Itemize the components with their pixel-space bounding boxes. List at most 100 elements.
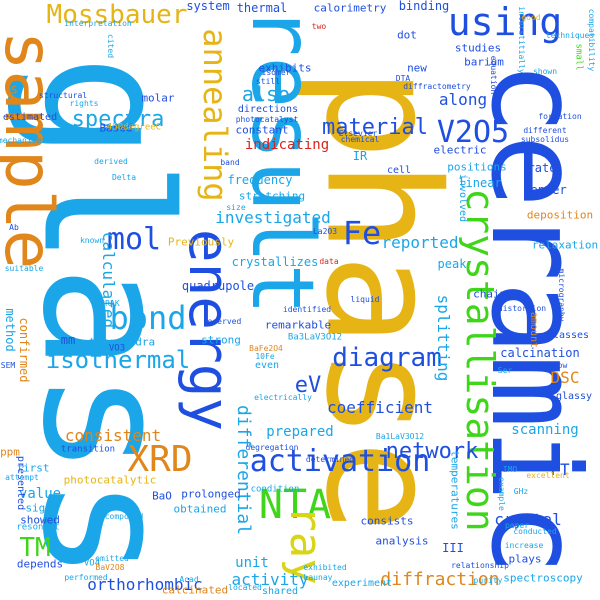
word-exhibited: exhibited (303, 563, 347, 572)
word-differential: differential (233, 404, 254, 536)
word-distortion: distortion (497, 304, 547, 313)
word-confirmed: confirmed (17, 317, 31, 383)
word-dot: dot (397, 28, 417, 42)
word-determined: determined (305, 455, 355, 464)
word-ev: eV (294, 373, 322, 398)
word-splitting: splitting (434, 294, 453, 382)
word-450degreec: 450degreeC (106, 122, 162, 133)
word-s: s (10, 82, 18, 98)
word-formation: formation (538, 112, 582, 121)
word-attempt: attempt (5, 473, 39, 482)
word-estimated: estimated (2, 112, 58, 123)
word-activation: activation (249, 444, 431, 479)
word-ppm: ppm (0, 445, 20, 459)
word-bafe2o4: BaFe2O4 (249, 344, 283, 353)
word-shown: shown (532, 67, 558, 76)
word-remarkable: remarkable (264, 318, 332, 332)
word-even: even (254, 360, 280, 371)
word-frequency: frequency (227, 173, 293, 187)
word-sigma: sigma (25, 501, 59, 515)
word-interpretation: interpretation (64, 19, 132, 28)
word-size: size (226, 203, 246, 212)
word-mol: mol (106, 222, 162, 257)
word-ghz: GHz (513, 487, 529, 496)
word-glassy: glassy (555, 391, 593, 402)
word-calcinated: calcinated (161, 583, 229, 597)
word-cited: cited (106, 33, 115, 59)
word-linear: linear (458, 176, 502, 190)
word-material: material (322, 115, 428, 140)
word-mechanisms: mechanisms (0, 136, 47, 145)
word-10fe: 10Fe (255, 352, 275, 361)
word-binding: binding (398, 0, 450, 13)
word-techniques: techniques (545, 31, 595, 40)
word-imo: IMO (502, 465, 518, 474)
word-nta: NTA (258, 482, 332, 528)
word-ir: IR (352, 149, 368, 163)
word-crystallisation: crystallisation (458, 188, 502, 532)
word-tetrahedra: tetrahedra (88, 335, 156, 349)
word-presented: presented (15, 455, 26, 511)
word-la2o3: La2O3 (312, 227, 338, 236)
word-spectroscopy: spectroscopy (503, 571, 583, 585)
word-emitted: emitted (95, 554, 129, 563)
word-isomer: isomer (261, 68, 291, 77)
word-calculated: calculated (99, 231, 118, 329)
word-tm: TM (19, 533, 51, 563)
word-ba3lav3o12: Ba3LaV3O12 (287, 332, 343, 343)
word-different: different (523, 126, 567, 135)
word-involved: involved (457, 173, 468, 223)
word-deposition: deposition (526, 208, 594, 222)
word-subsolidus: subsolidus (520, 135, 570, 144)
word-strong: strong (201, 333, 241, 347)
word-conducted: conducted (513, 527, 557, 536)
word-electrically: electrically (254, 393, 312, 402)
word-consistent: consistent (64, 426, 162, 445)
word-rate: rate (527, 161, 557, 175)
word-molar: molar (141, 91, 175, 105)
word-example: example (497, 477, 506, 511)
word-quadrupole: quadrupole (181, 279, 255, 293)
word-barium: barium (464, 55, 504, 69)
word-paper: paper (504, 521, 530, 530)
word-also: also (241, 82, 291, 106)
word-condition: condition (250, 484, 300, 495)
word-acad: Acad (179, 575, 199, 584)
word-resonant: resonant (16, 522, 60, 533)
word-electric: electric (433, 143, 487, 157)
word-reserved: reserved (202, 317, 242, 326)
word-temperatures: temperatures (448, 450, 462, 530)
word-transition: transition (60, 444, 116, 455)
word-structural: structural (38, 91, 88, 100)
word-calorimetry: calorimetry (313, 1, 387, 15)
word-spectra: spectra (71, 107, 165, 132)
word-two: two (311, 22, 327, 31)
word-photocatalytic: photocatalytic (63, 473, 157, 487)
word-small: small (573, 43, 584, 71)
word-sample: sample (0, 30, 67, 270)
word-launay: Launay (303, 573, 333, 582)
word-method: method (3, 308, 17, 352)
word-analysis: analysis (375, 534, 429, 548)
word-compatibility: compatibility (587, 8, 596, 72)
word-degregation: degregation (245, 443, 299, 452)
word-amount: amount (528, 311, 539, 349)
word-located: located (228, 583, 262, 592)
word-isothermal: isothermal (45, 346, 191, 374)
word-orthorhombic: orthorhombic (87, 575, 203, 594)
word-calcination: calcination (500, 346, 580, 360)
word-rights: rights (69, 99, 99, 108)
word-ft: FT (550, 460, 570, 479)
word-photocatalyst: photocatalyst (235, 115, 299, 124)
word-value: value (18, 486, 62, 502)
word-bav2o8: BaV2O8 (95, 563, 125, 572)
word-network: network (385, 439, 479, 464)
word-stretching: stretching (238, 189, 306, 203)
word-reported: reported (381, 233, 459, 252)
word-exhibits: exhibits (258, 61, 312, 75)
word-performed: performed (64, 573, 108, 582)
word-shared: shared (261, 586, 299, 597)
word-vo3: VO3 (108, 343, 126, 354)
word-positions: positions (447, 160, 507, 174)
